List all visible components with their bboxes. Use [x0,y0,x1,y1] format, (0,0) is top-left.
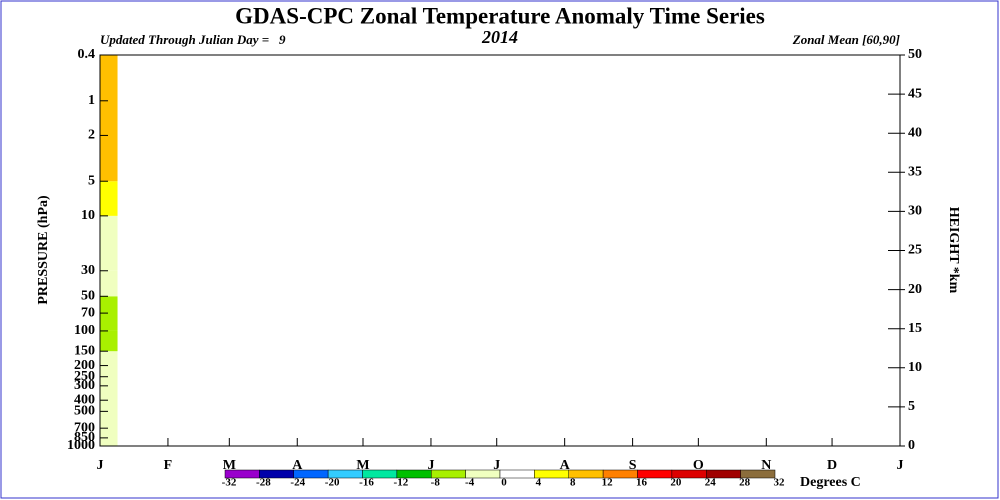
plot-frame [99,54,901,447]
y2-tick-label: 25 [908,243,922,258]
colorbar-tick-label: 16 [636,477,648,489]
colorbar-tick-label: 8 [570,477,576,489]
y-tick-label: 50 [81,289,95,304]
y-tick-label: 500 [74,404,95,419]
x-tick-label: J [897,458,904,473]
y-tick-label: 10 [81,208,95,223]
y-tick-label: 100 [74,323,95,338]
anomaly-cell [100,351,118,446]
anomaly-cell [100,296,118,331]
x-tick-label: O [693,458,704,473]
y-tick-label: 2 [88,128,95,143]
anomaly-cell [100,215,118,271]
y2-tick-label: 40 [908,125,922,140]
colorbar-tick-label: 24 [705,477,717,489]
y-tick-label: 150 [74,343,95,358]
colorbar-tick-label: -32 [222,477,237,489]
subtitle-left: Updated Through Julian Day = 9 [100,32,286,47]
y2-tick-label: 50 [908,47,922,62]
y2-tick-label: 15 [908,321,922,336]
y2-tick-label: 35 [908,165,922,180]
y-tick-label: 400 [74,392,95,407]
x-tick-label: D [827,458,837,473]
y-tick-label: 30 [81,263,95,278]
y-tick-label: 850 [74,430,95,445]
x-tick-label: A [292,458,303,473]
colorbar-tick-label: -4 [465,477,475,489]
colorbar-label: Degrees C [800,475,861,490]
y-tick-label: 200 [74,358,95,373]
colorbar-tick-label: 12 [602,477,614,489]
y-tick-label: 0.4 [78,47,96,62]
anomaly-cell [100,330,118,352]
x-tick-label: M [356,458,369,473]
y2-tick-label: 30 [908,204,922,219]
y2-tick-label: 10 [908,360,922,375]
anomaly-cell [100,270,118,297]
y-tick-label: 1000 [67,438,95,453]
y-tick-label: 70 [81,305,95,320]
x-tick-label: J [427,458,434,473]
colorbar-tick-label: 20 [670,477,682,489]
y-tick-label: 700 [74,420,95,435]
x-tick-label: S [629,458,637,473]
y-tick-label: 300 [74,378,95,393]
colorbar-swatch [740,469,776,479]
y2-tick-label: 5 [908,399,915,414]
colorbar-tick-label: 0 [501,477,507,489]
y2-tick-label: 45 [908,86,922,101]
colorbar-tick-label: -16 [359,477,374,489]
anomaly-cell [100,181,118,216]
y-tick-label: 1 [88,93,95,108]
x-tick-label: M [223,458,236,473]
chart-title: GDAS-CPC Zonal Temperature Anomaly Time … [235,3,765,28]
colorbar-tick-label: 4 [536,477,542,489]
colorbar-tick-label: -20 [325,477,340,489]
y2-axis-label: HEIGHT *km [946,207,961,294]
y-tick-label: 5 [88,173,95,188]
colorbar-tick-label: 32 [774,477,786,489]
y2-tick-label: 0 [908,438,915,453]
x-tick-label: J [493,458,500,473]
colorbar-tick-label: -28 [256,477,271,489]
x-tick-label: A [560,458,571,473]
subtitle-right: Zonal Mean [60,90] [792,32,900,47]
x-tick-label: J [97,458,104,473]
colorbar-tick-label: -24 [290,477,305,489]
x-tick-label: F [164,458,173,473]
y-axis-label: PRESSURE (hPa) [36,195,51,305]
anomaly-cell [100,55,118,182]
colorbar-tick-label: 28 [739,477,751,489]
y-tick-label: 250 [74,369,95,384]
y2-tick-label: 20 [908,282,922,297]
colorbar-tick-label: -12 [394,477,409,489]
subtitle-center: 2014 [481,27,518,47]
x-tick-label: N [761,458,771,473]
colorbar-tick-label: -8 [431,477,441,489]
